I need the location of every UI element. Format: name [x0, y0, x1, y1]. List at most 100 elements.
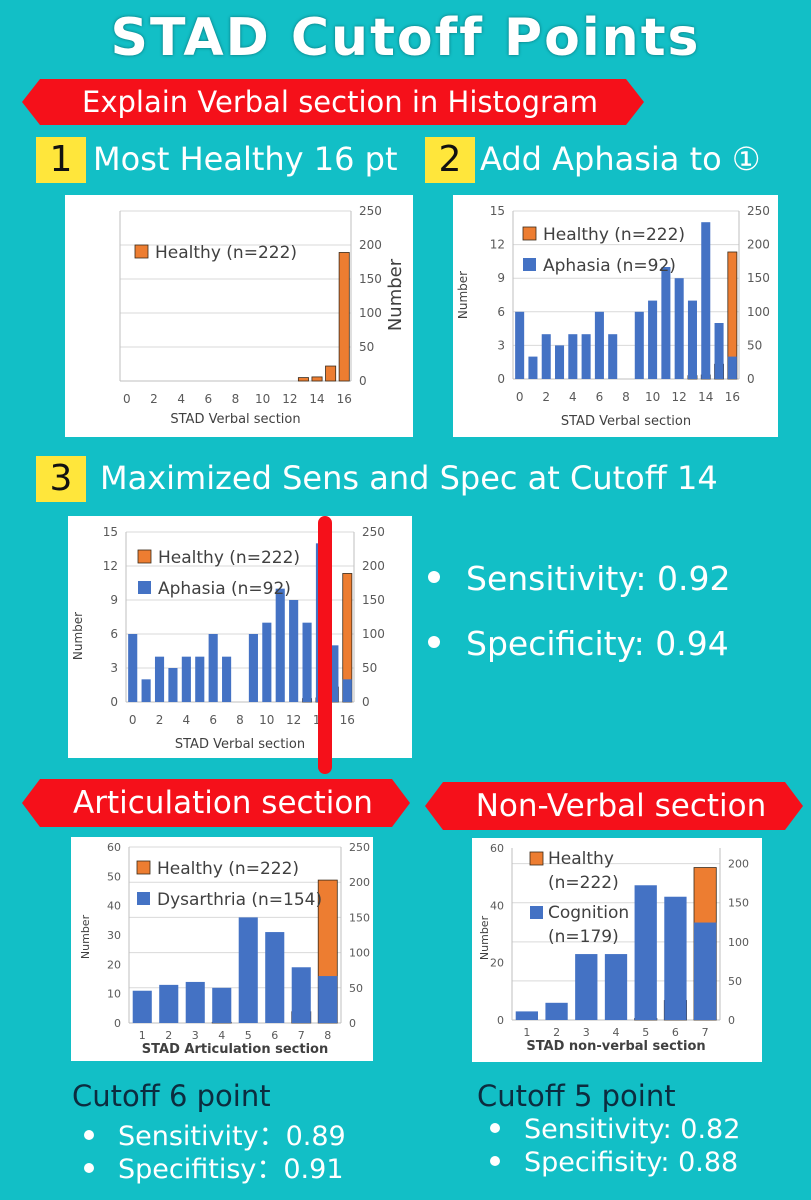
right-y-tick-label: 0: [728, 1014, 735, 1027]
left-y-tick-label: 10: [107, 988, 121, 1001]
right-y-tick-label: 50: [728, 975, 742, 988]
x-tick-label: 16: [725, 390, 740, 404]
x-tick-label: 2: [156, 713, 164, 727]
x-tick-label: 6: [271, 1029, 278, 1042]
patient-bar: [302, 622, 312, 702]
right-y-tick-label: 150: [359, 272, 382, 286]
patient-bar: [545, 1002, 568, 1020]
patient-bar: [275, 588, 285, 702]
chart-panel-articulation: 0 50 100 150 200 250 0 10 20 30 40 50 60 1 2 3 4 5 6 7 8 STAD…: [71, 837, 373, 1061]
cutoff-line: [318, 516, 332, 774]
x-axis-title: STAD Verbal section: [170, 412, 300, 427]
x-tick-label: 2: [553, 1026, 560, 1039]
right-y-tick-label: 250: [349, 841, 370, 854]
legend-swatch: [529, 851, 544, 866]
verbal-specificity: Specificity: 0.94: [428, 624, 729, 663]
x-tick-label: 5: [642, 1026, 649, 1039]
right-y-tick-label: 50: [349, 982, 363, 995]
patient-bar: [195, 656, 205, 702]
right-y-tick-label: 150: [349, 911, 370, 924]
legend-label: Healthy: [548, 849, 614, 869]
left-y-tick-label: 6: [497, 305, 505, 319]
left-y-tick-label: 50: [107, 870, 121, 883]
step-1-text: Most Healthy 16 pt: [93, 140, 398, 178]
chart-panel-cutoff: 050100150200250036912150246810121416STAD…: [68, 516, 412, 758]
x-tick-label: 3: [583, 1026, 590, 1039]
x-tick-label: 4: [183, 713, 191, 727]
healthy-bar: [338, 252, 350, 382]
left-y-tick-label: 6: [110, 627, 118, 641]
patient-bar: [714, 323, 724, 379]
page-title: STAD Cutoff Points: [110, 8, 701, 68]
patient-bar: [212, 987, 232, 1023]
x-tick-label: 5: [245, 1029, 252, 1042]
patient-bar: [318, 976, 338, 1023]
patient-bar: [568, 334, 578, 379]
right-y-tick-label: 150: [362, 593, 385, 607]
right-y-tick-label: 200: [747, 238, 770, 252]
patient-bar: [648, 300, 658, 379]
step-2-badge: 2: [425, 137, 475, 183]
left-y-tick-label: 9: [497, 271, 505, 285]
patient-bar: [222, 656, 232, 702]
patient-bar: [515, 311, 525, 379]
right-y-tick-label: 0: [349, 1017, 356, 1030]
left-y-tick-label: 3: [110, 661, 118, 675]
patient-bar: [141, 679, 151, 702]
articulation-sensitivity: Sensitivity：0.89: [84, 1114, 346, 1153]
patient-bar: [128, 634, 138, 702]
nonverbal-banner: Non-Verbal section: [425, 782, 803, 830]
x-tick-label: 8: [236, 713, 244, 727]
x-tick-label: 1: [139, 1029, 146, 1042]
patient-bar: [634, 311, 644, 379]
x-tick-label: 6: [672, 1026, 679, 1039]
right-y-axis-title: Number: [385, 258, 406, 331]
right-y-tick-label: 150: [728, 897, 749, 910]
x-axis-title: STAD non-verbal section: [526, 1039, 705, 1054]
x-tick-label: 0: [123, 392, 131, 406]
legend-label: (n=222): [548, 873, 619, 893]
legend-label: Healthy (n=222): [158, 548, 300, 568]
left-y-axis-title: Number: [478, 915, 491, 960]
patient-bar: [168, 668, 178, 702]
verbal-banner: Explain Verbal section in Histogram: [22, 79, 644, 125]
x-tick-label: 1: [523, 1026, 530, 1039]
patient-bar: [289, 600, 299, 702]
patient-bar: [687, 300, 697, 379]
right-y-tick-label: 200: [362, 559, 385, 573]
x-axis-title: STAD Articulation section: [142, 1042, 328, 1057]
patient-bar: [291, 967, 311, 1023]
right-y-tick-label: 250: [362, 525, 385, 539]
articulation-specificity: Specifitisy：0.91: [84, 1147, 344, 1186]
left-y-tick-label: 15: [490, 204, 505, 218]
left-y-axis-title: Number: [456, 271, 470, 319]
x-tick-label: 14: [698, 390, 713, 404]
nonverbal-cutoff: Cutoff 5 point: [477, 1079, 676, 1113]
step-3-badge: 3: [36, 456, 86, 502]
patient-bar: [181, 656, 191, 702]
left-y-tick-label: 12: [103, 559, 118, 573]
patient-bar: [694, 922, 717, 1020]
right-y-tick-label: 100: [359, 306, 382, 320]
left-y-tick-label: 40: [490, 899, 504, 912]
x-tick-label: 12: [286, 713, 301, 727]
left-y-tick-label: 3: [497, 338, 505, 352]
left-y-tick-label: 9: [110, 593, 118, 607]
legend-label: Aphasia (n=92): [543, 256, 676, 276]
patient-bar: [132, 990, 152, 1023]
legend-swatch: [138, 581, 151, 594]
x-axis-title: STAD Verbal section: [175, 737, 305, 752]
chart-panel-healthy: 0 50 100 150 200 250 0 2 4 6 8 10 12 14 16 STAD Verbal …: [65, 195, 413, 437]
right-y-tick-label: 100: [728, 936, 749, 949]
x-tick-label: 0: [516, 390, 524, 404]
patient-bar: [185, 981, 205, 1023]
left-y-tick-label: 0: [497, 372, 505, 386]
nonverbal-sensitivity: Sensitivity: 0.82: [490, 1114, 740, 1145]
right-y-tick-label: 0: [362, 695, 370, 709]
x-tick-label: 12: [282, 392, 297, 406]
patient-bar: [674, 278, 684, 379]
legend-label: (n=179): [548, 927, 619, 947]
healthy-bar: [297, 377, 309, 382]
right-y-tick-label: 200: [728, 858, 749, 871]
patient-bar: [581, 334, 591, 379]
